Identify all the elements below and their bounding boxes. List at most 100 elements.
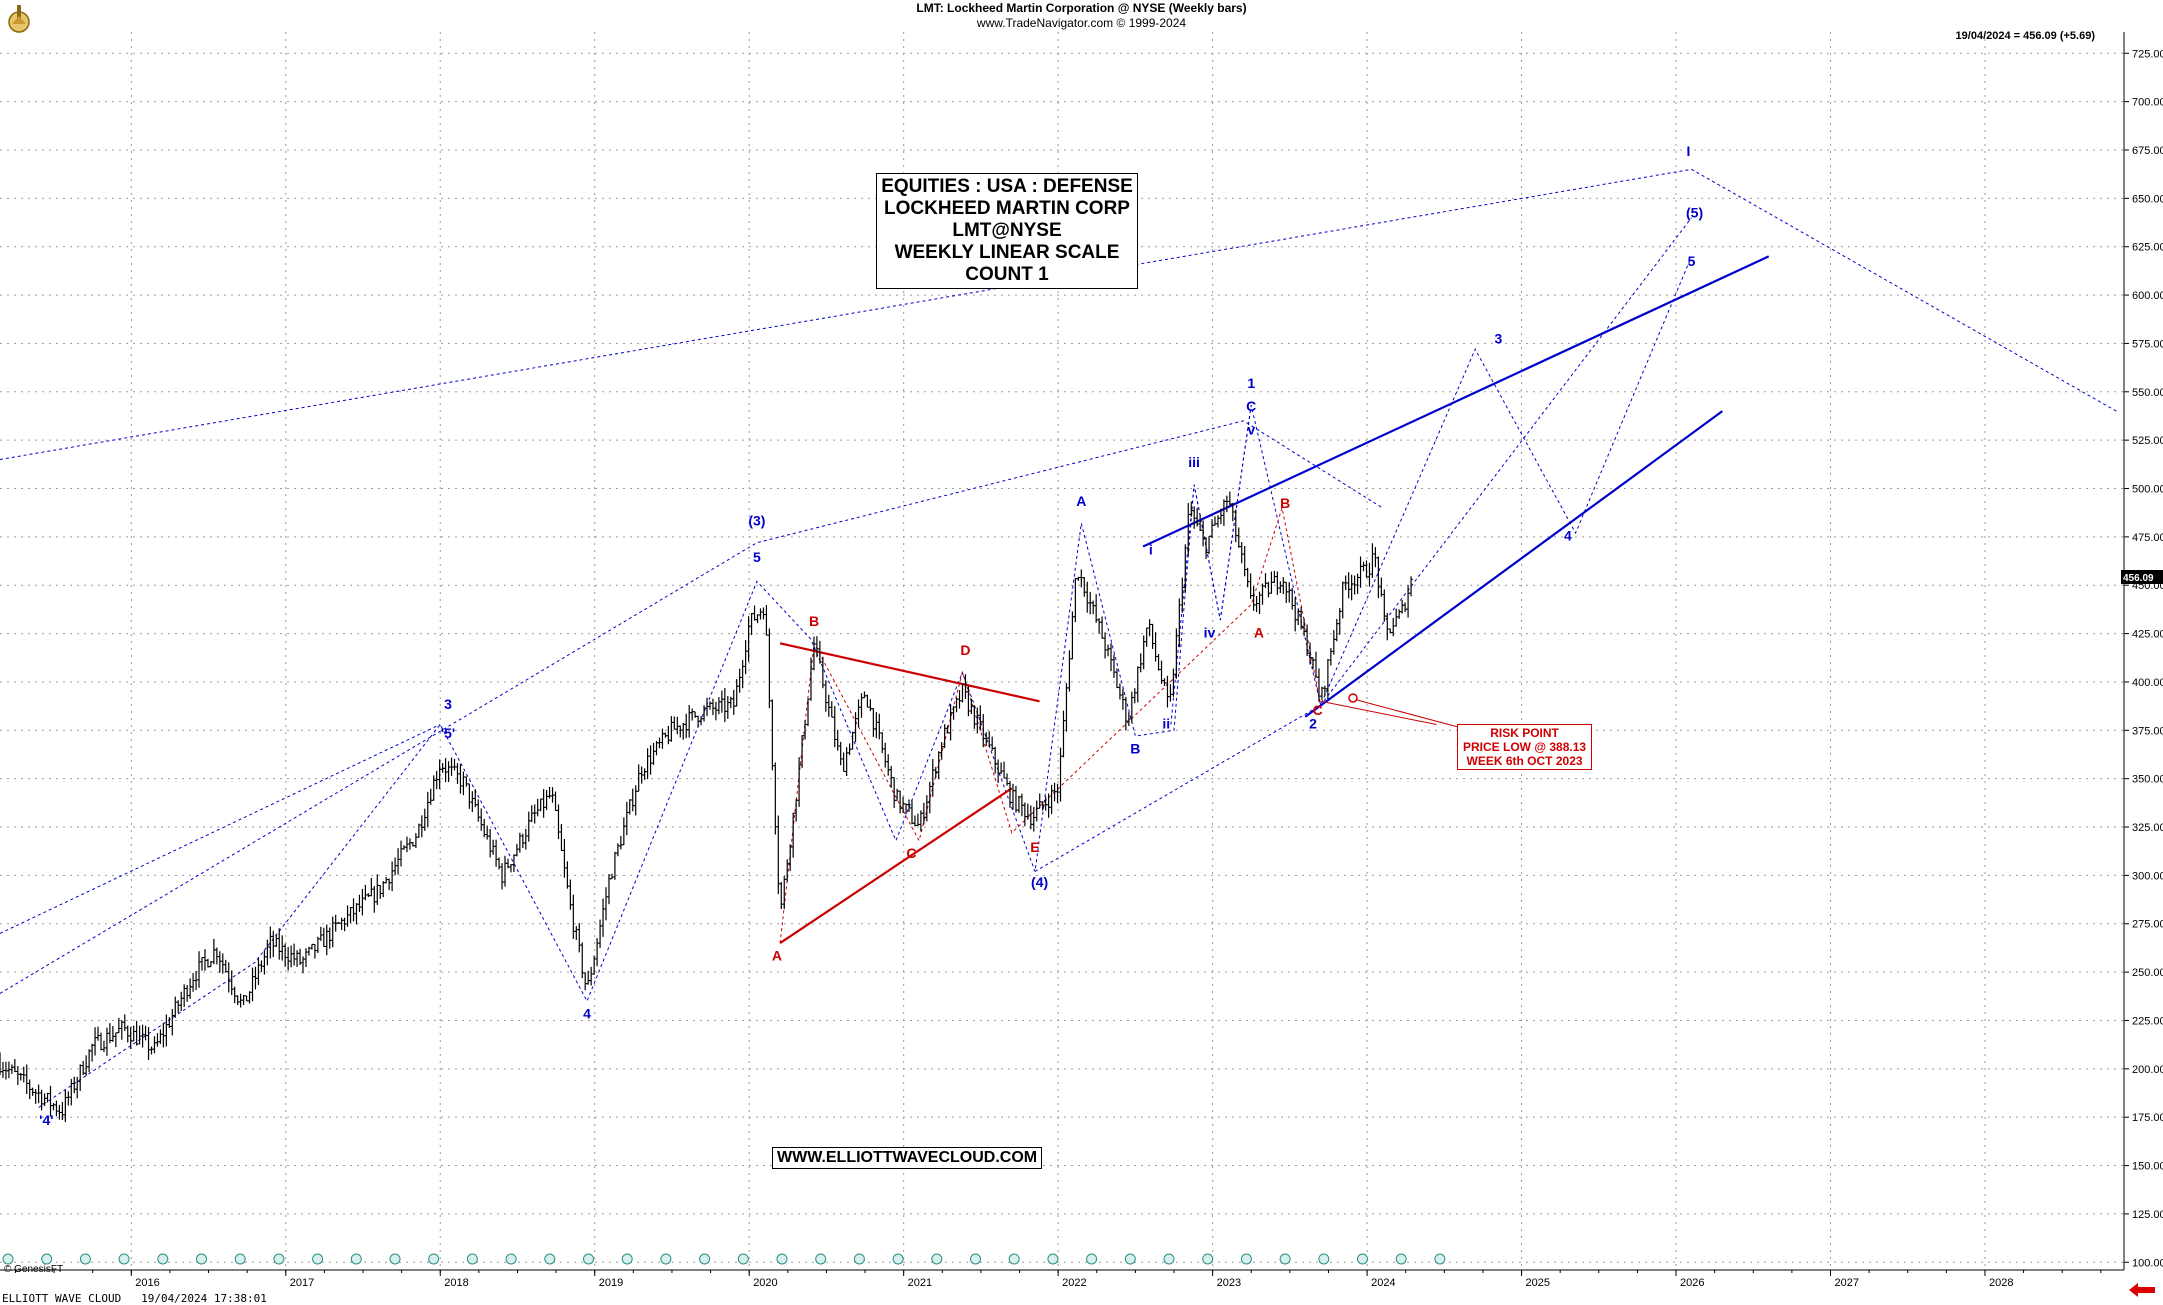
x-tick-label: 2026 bbox=[1680, 1277, 1704, 1289]
wave-label: 4 bbox=[1564, 528, 1572, 544]
event-marker-icon bbox=[931, 1253, 943, 1265]
x-tick-label: 2021 bbox=[908, 1277, 932, 1289]
event-marker-icon bbox=[853, 1253, 865, 1265]
y-tick-label: 225.00 bbox=[2132, 1015, 2163, 1027]
y-tick-label: 375.00 bbox=[2132, 725, 2163, 737]
trendlines bbox=[779, 255, 1770, 945]
x-tick-label: 2028 bbox=[1989, 1277, 2013, 1289]
y-tick-label: 400.00 bbox=[2132, 677, 2163, 689]
wave-label: E bbox=[1030, 839, 1039, 855]
wave-path bbox=[0, 420, 1383, 994]
event-marker-icon bbox=[660, 1253, 672, 1265]
wave-label: iii bbox=[1188, 454, 1200, 470]
y-tick-label: 300.00 bbox=[2132, 870, 2163, 882]
y-tick-label: 650.00 bbox=[2132, 193, 2163, 205]
x-tick-label: 2027 bbox=[1835, 1277, 1859, 1289]
wave-label: 2 bbox=[1309, 715, 1317, 731]
wave-label: i bbox=[1149, 541, 1153, 557]
y-tick-label: 475.00 bbox=[2132, 532, 2163, 544]
y-tick-labels: 100.00 125.00 150.00 175.00 200.00 225.00 250.… bbox=[2132, 48, 2163, 1269]
title-line: COUNT 1 bbox=[965, 264, 1049, 285]
trendline bbox=[1320, 700, 1437, 725]
wave-label: B bbox=[1130, 741, 1140, 757]
wave-label: '5' bbox=[441, 725, 455, 741]
price-bars bbox=[0, 491, 1414, 1123]
chart-header-source: www.TradeNavigator.com © 1999-2024 bbox=[976, 16, 1187, 30]
wave-label: 3 bbox=[1494, 330, 1502, 346]
x-tick-label: 2018 bbox=[444, 1277, 468, 1289]
x-tick-label: 2017 bbox=[290, 1277, 314, 1289]
y-tick-label: 700.00 bbox=[2132, 97, 2163, 109]
y-tick-label: 125.00 bbox=[2132, 1209, 2163, 1221]
wave-label: 4 bbox=[583, 1006, 591, 1022]
event-marker-icon bbox=[621, 1253, 633, 1265]
event-marker-icon bbox=[118, 1253, 130, 1265]
trendline bbox=[1142, 255, 1770, 548]
chart-header-title: LMT: Lockheed Martin Corporation @ NYSE … bbox=[916, 1, 1247, 15]
wave-label: 5 bbox=[753, 549, 761, 565]
title-line: WEEKLY LINEAR SCALE bbox=[894, 242, 1120, 263]
event-marker-icon bbox=[273, 1253, 285, 1265]
wave-label: iv bbox=[1204, 624, 1216, 640]
wave-label: C bbox=[1246, 398, 1256, 414]
genesis-credit: © GenesisFT bbox=[4, 1264, 64, 1275]
event-marker-icon bbox=[583, 1253, 594, 1265]
price-tag-box bbox=[2121, 570, 2163, 584]
wave-label: C bbox=[906, 845, 916, 861]
wave-label: (4) bbox=[1031, 874, 1048, 890]
event-marker-icon bbox=[157, 1253, 169, 1265]
event-marker-icon bbox=[466, 1253, 478, 1265]
y-tick-label: 150.00 bbox=[2132, 1161, 2163, 1173]
wave-paths bbox=[0, 168, 2117, 1108]
y-tick-label: 350.00 bbox=[2132, 774, 2163, 786]
y-tick-label: 175.00 bbox=[2132, 1112, 2163, 1124]
event-marker-icon bbox=[1202, 1253, 1214, 1265]
title-line: LMT@NYSE bbox=[952, 220, 1062, 241]
wave-labels: '4'3'5'4(3)5ABCDE(4)ABiiiiiiiv1CvABC2345… bbox=[39, 143, 1703, 1128]
event-marker-icon bbox=[428, 1253, 440, 1265]
event-marker-icon bbox=[312, 1253, 324, 1265]
event-marker-icon bbox=[234, 1253, 246, 1265]
wave-label: I bbox=[1686, 143, 1690, 159]
y-tick-label: 200.00 bbox=[2132, 1064, 2163, 1076]
event-marker-icon bbox=[1163, 1253, 1175, 1265]
event-marker-icon bbox=[1240, 1253, 1252, 1265]
y-tick-label: 250.00 bbox=[2132, 967, 2163, 979]
y-tick-label: 275.00 bbox=[2132, 919, 2163, 931]
x-tick-label: 2019 bbox=[599, 1277, 623, 1289]
x-tick-label: 2022 bbox=[1062, 1277, 1086, 1289]
scroll-left-arrow-icon[interactable] bbox=[2129, 1283, 2155, 1297]
wave-path bbox=[779, 507, 1322, 944]
event-marker-icon bbox=[1395, 1253, 1407, 1265]
wave-label: (3) bbox=[748, 512, 765, 528]
wave-label: D bbox=[960, 642, 970, 658]
tradenavigator-logo-icon bbox=[4, 2, 34, 34]
event-marker-icon bbox=[350, 1253, 362, 1265]
y-tick-label: 425.00 bbox=[2132, 629, 2163, 641]
event-marker-icon bbox=[1357, 1253, 1368, 1265]
event-marker-icon bbox=[970, 1253, 981, 1265]
title-line: LOCKHEED MARTIN CORP bbox=[884, 198, 1130, 219]
risk-point-box: RISK POINT PRICE LOW @ 388.13 WEEK 6th O… bbox=[1457, 724, 1593, 770]
x-tick-label: 2023 bbox=[1217, 1277, 1241, 1289]
wave-label: v bbox=[1247, 421, 1255, 437]
x-tick-label: 2020 bbox=[753, 1277, 777, 1289]
risk-line: RISK POINT bbox=[1490, 726, 1559, 740]
event-marker-icon bbox=[1086, 1253, 1098, 1265]
axes bbox=[0, 32, 2129, 1276]
wave-label: B bbox=[809, 613, 819, 629]
x-tick-labels: 2016 2017 2018 2019 2020 2021 2022 2023 2024 2025… bbox=[135, 1277, 2013, 1289]
event-markers bbox=[2, 1253, 1446, 1265]
x-tick-label: 2016 bbox=[135, 1277, 159, 1289]
x-tick-label: 2024 bbox=[1371, 1277, 1395, 1289]
event-marker-icon bbox=[1008, 1253, 1020, 1265]
wave-label: B bbox=[1280, 495, 1290, 511]
wave-label: C bbox=[1313, 702, 1323, 718]
wave-label: (5) bbox=[1686, 205, 1703, 221]
event-marker-icon bbox=[815, 1253, 827, 1265]
wave-path bbox=[1170, 405, 1252, 725]
wave-label: 5 bbox=[1688, 253, 1696, 269]
event-marker-icon bbox=[2, 1253, 14, 1265]
y-tick-label: 325.00 bbox=[2132, 822, 2163, 834]
